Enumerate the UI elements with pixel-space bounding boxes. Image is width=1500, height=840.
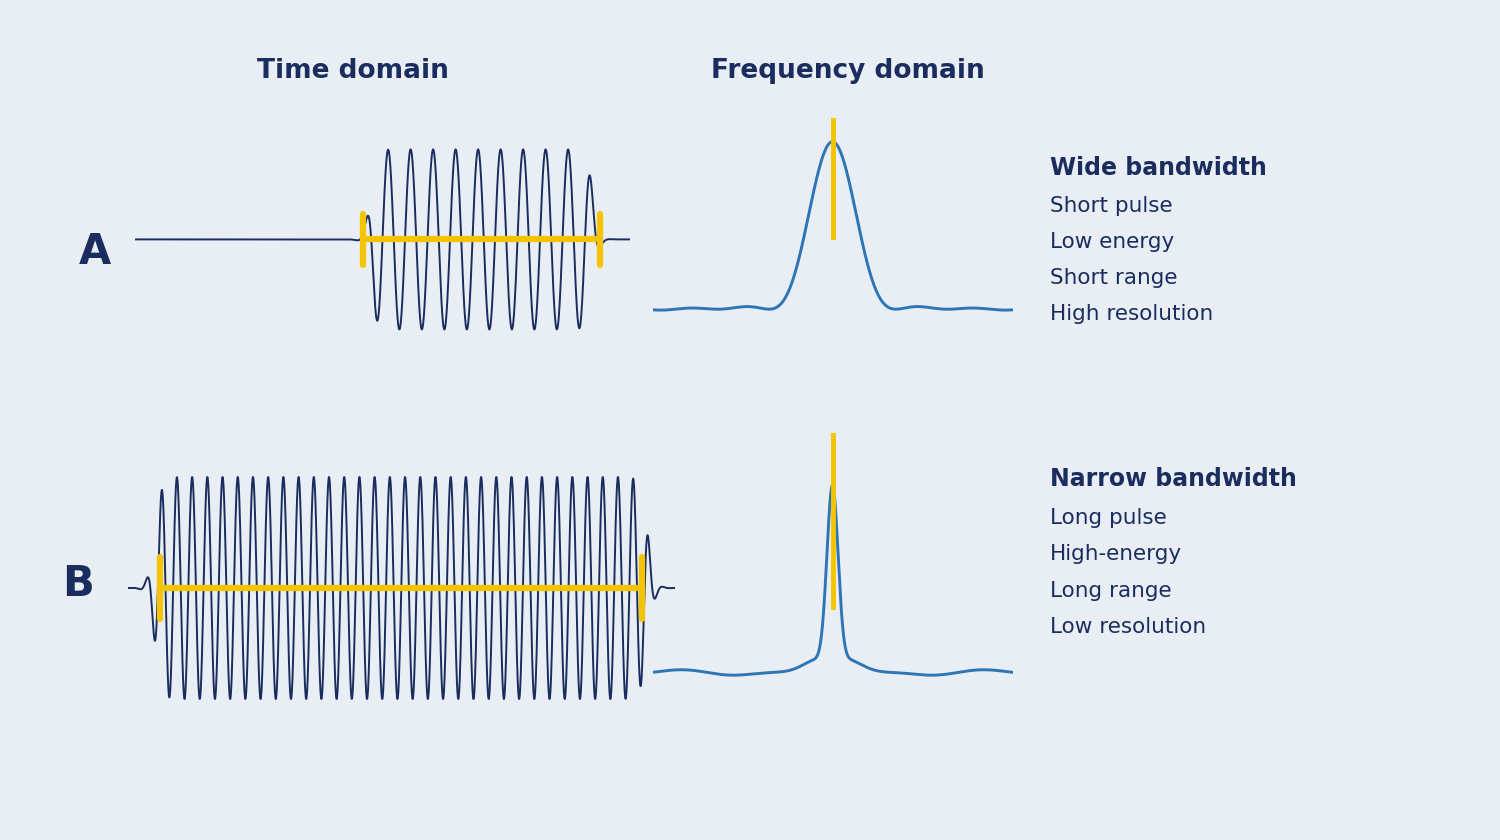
- Text: Long range: Long range: [1050, 580, 1172, 601]
- Text: B: B: [62, 563, 94, 605]
- Text: Wide bandwidth: Wide bandwidth: [1050, 156, 1268, 180]
- Text: Short pulse: Short pulse: [1050, 196, 1173, 216]
- Text: High-energy: High-energy: [1050, 544, 1182, 564]
- Text: Low resolution: Low resolution: [1050, 617, 1206, 637]
- Text: Short range: Short range: [1050, 268, 1178, 288]
- Text: A: A: [78, 231, 111, 273]
- Text: Frequency domain: Frequency domain: [711, 59, 984, 84]
- Text: High resolution: High resolution: [1050, 304, 1214, 324]
- Text: Narrow bandwidth: Narrow bandwidth: [1050, 467, 1298, 491]
- Text: Low energy: Low energy: [1050, 232, 1174, 252]
- Text: Long pulse: Long pulse: [1050, 508, 1167, 528]
- Text: Time domain: Time domain: [256, 59, 448, 84]
